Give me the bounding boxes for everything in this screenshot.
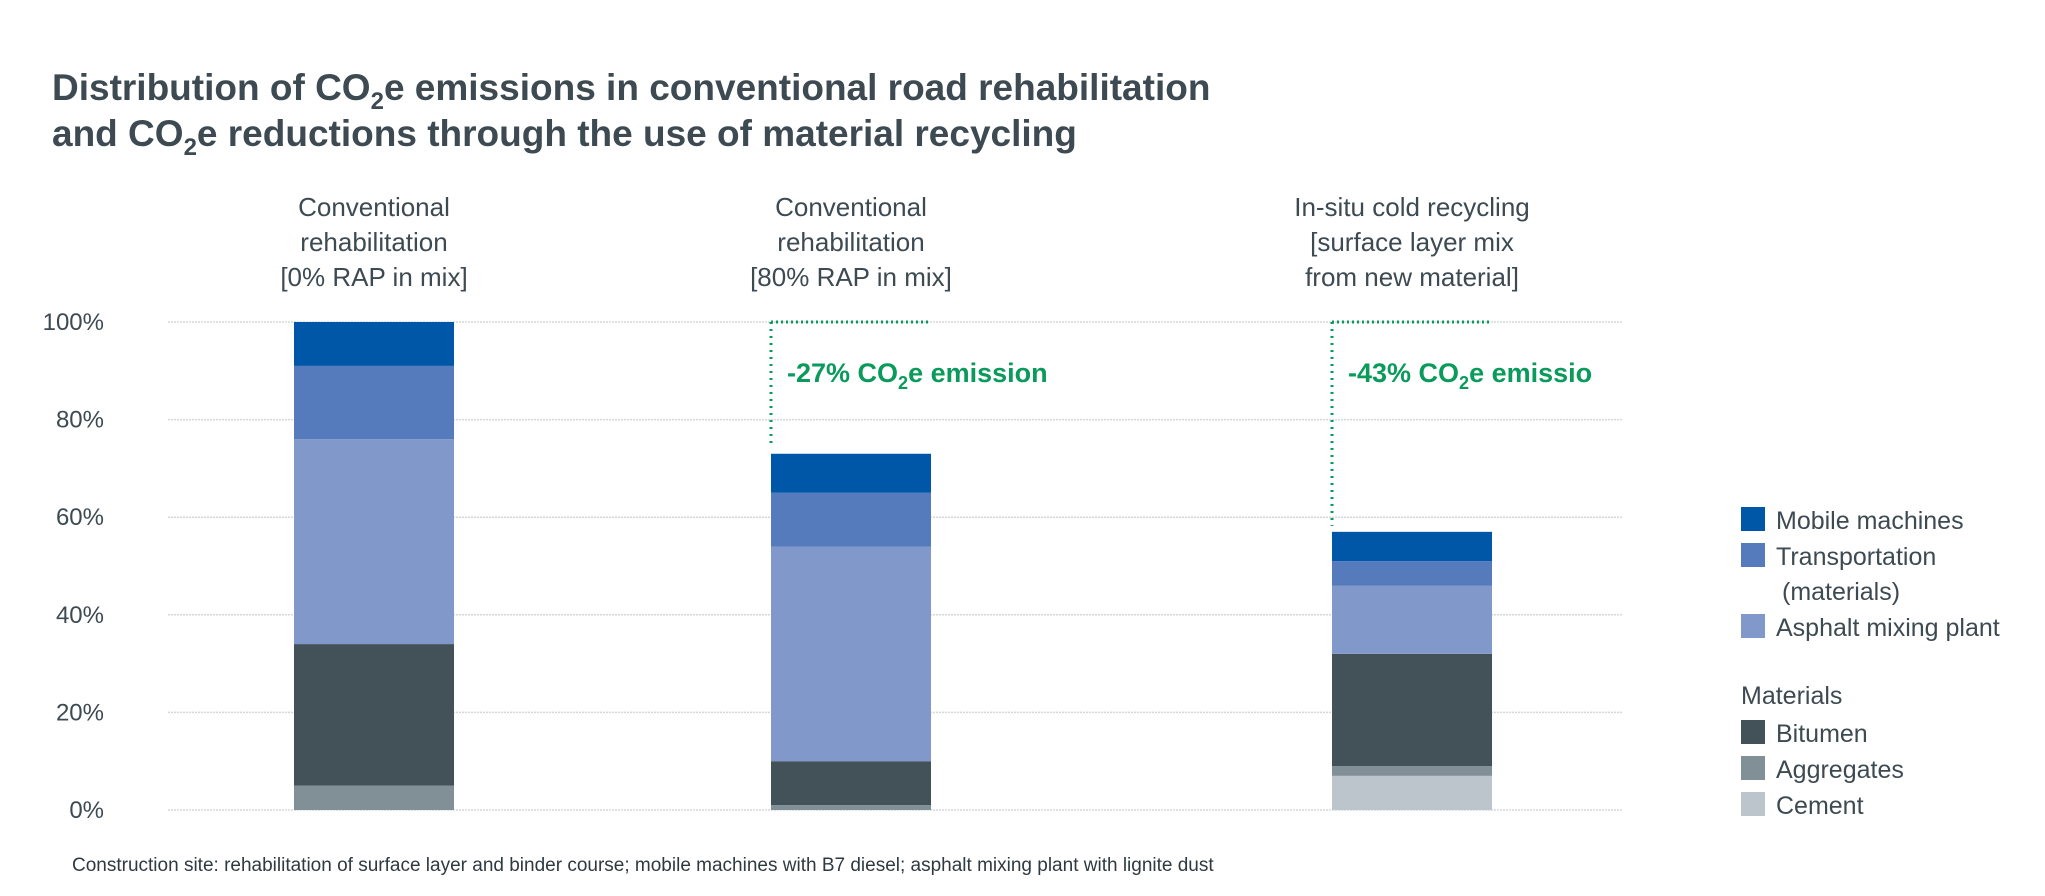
legend-label: Transportation [1776, 543, 1936, 571]
category-label: In-situ cold recycling [1294, 192, 1530, 222]
legend-label: Asphalt mixing plant [1776, 614, 2000, 642]
bar-segment-asphalt-mixing-plant [771, 546, 931, 762]
chart-title: Distribution of CO2e emissions in conven… [52, 67, 1210, 161]
legend-swatch [1741, 720, 1765, 744]
legend-label: Cement [1776, 792, 1864, 820]
category-label: [80% RAP in mix] [750, 262, 952, 292]
bar-segment-bitumen [1332, 653, 1492, 767]
category-label: Conventional [298, 192, 450, 222]
bar-segment-transportation-materials- [1332, 561, 1492, 586]
bars [294, 322, 1492, 810]
bar-segment-bitumen [771, 761, 931, 806]
annotation-label: -27% CO2e emission [787, 358, 1048, 393]
legend-group-title: Materials [1741, 682, 1842, 710]
legend-swatch [1741, 792, 1765, 816]
bar-segment-mobile-machines [771, 453, 931, 493]
legend-swatch [1741, 507, 1765, 531]
category-label: from new material] [1305, 262, 1519, 292]
category-label: [surface layer mix [1310, 227, 1514, 257]
category-label: [0% RAP in mix] [280, 262, 467, 292]
legend-swatch [1741, 614, 1765, 638]
legend-label: Mobile machines [1776, 507, 1964, 535]
title-line: and CO2e reductions through the use of m… [52, 113, 1077, 161]
bar-segment-mobile-machines [294, 322, 454, 366]
y-tick-label: 40% [56, 602, 104, 629]
y-tick-label: 80% [56, 407, 104, 434]
category-labels: Conventional rehabilitation [0% RAP in mix… [280, 192, 1529, 292]
y-tick-label: 100% [43, 309, 104, 336]
bar-segment-transportation-materials- [771, 492, 931, 547]
y-axis: 0% 20% 40% 60% 80% 100% [43, 309, 104, 824]
bar-segment-transportation-materials- [294, 365, 454, 440]
bar-segment-bitumen [294, 644, 454, 786]
legend-label: Bitumen [1776, 720, 1868, 748]
bar-segment-mobile-machines [1332, 531, 1492, 562]
y-tick-label: 60% [56, 504, 104, 531]
annotations: -27% CO2e emission -43% CO2e emissio [769, 320, 1592, 526]
category-label: rehabilitation [300, 227, 447, 257]
annotation-label: -43% CO2e emissio [1348, 358, 1592, 393]
bar-segment-aggregates [771, 805, 931, 810]
legend-label: (materials) [1782, 578, 1900, 606]
legend-swatch [1741, 756, 1765, 780]
title-line: Distribution of CO2e emissions in conven… [52, 67, 1210, 115]
category-label: rehabilitation [777, 227, 924, 257]
bar-segment-aggregates [294, 785, 454, 810]
bar-segment-cement [1332, 775, 1492, 810]
category-label: Conventional [775, 192, 927, 222]
y-tick-label: 20% [56, 699, 104, 726]
footnote: Construction site: rehabilitation of sur… [72, 855, 1214, 876]
legend-swatch [1741, 543, 1765, 567]
legend-label: Aggregates [1776, 756, 1904, 784]
y-tick-label: 0% [69, 797, 104, 824]
bar-segment-asphalt-mixing-plant [294, 439, 454, 645]
legend: Mobile machines Transportation (materials)… [1741, 507, 2000, 820]
bar-segment-asphalt-mixing-plant [1332, 585, 1492, 654]
bar-segment-aggregates [1332, 766, 1492, 776]
